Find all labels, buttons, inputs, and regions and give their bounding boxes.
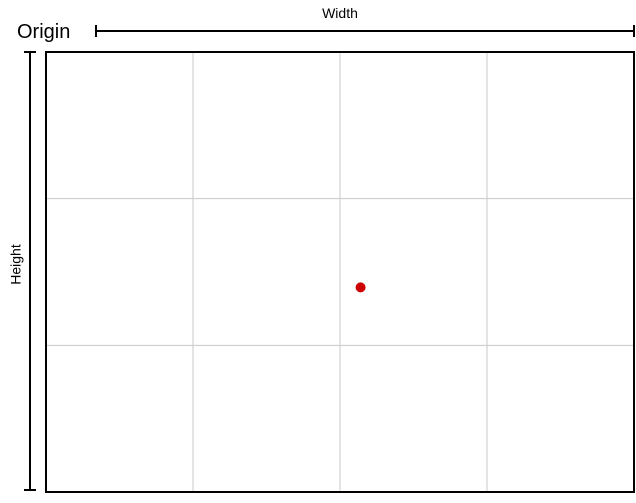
width-dimension-line (95, 25, 635, 37)
target-point (355, 282, 366, 293)
width-label: Width (322, 5, 358, 21)
height-dimension-line (24, 51, 36, 491)
origin-label: Origin (17, 21, 71, 43)
canvas-frame (45, 51, 635, 493)
grid-lines (46, 52, 634, 492)
